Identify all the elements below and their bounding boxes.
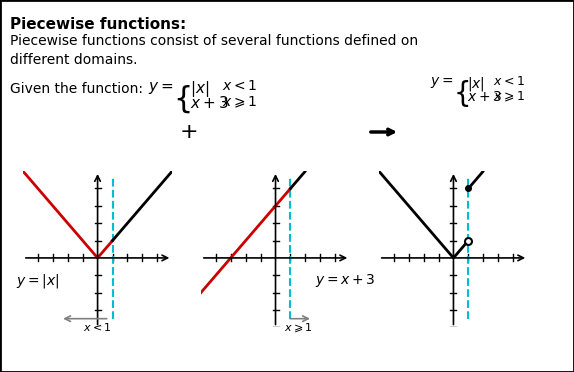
Text: $x < 1$: $x < 1$ <box>493 75 525 88</box>
Text: $y = |x|$: $y = |x|$ <box>16 272 60 290</box>
Text: $\{$: $\{$ <box>453 78 469 109</box>
Text: $x \geqslant 1$: $x \geqslant 1$ <box>284 321 312 334</box>
Text: $x + 3$: $x + 3$ <box>467 90 502 104</box>
Text: Piecewise functions:: Piecewise functions: <box>10 17 186 32</box>
Text: Given the function:: Given the function: <box>10 82 143 96</box>
Text: $y = x + 3$: $y = x + 3$ <box>315 272 375 289</box>
Text: $+$: $+$ <box>179 122 197 142</box>
Text: $|x|$: $|x|$ <box>190 79 210 99</box>
Text: $x + 3$: $x + 3$ <box>190 95 228 111</box>
Text: $\{$: $\{$ <box>173 83 191 115</box>
Text: $x \geqslant 1$: $x \geqslant 1$ <box>493 90 525 104</box>
Text: $x < 1$: $x < 1$ <box>222 79 257 93</box>
Text: $y =$: $y =$ <box>148 80 173 96</box>
Text: $|x|$: $|x|$ <box>467 75 485 93</box>
Text: Piecewise functions consist of several functions defined on
different domains.: Piecewise functions consist of several f… <box>10 34 418 67</box>
Text: $y =$: $y =$ <box>430 75 453 90</box>
Text: $x \geqslant 1$: $x \geqslant 1$ <box>222 95 257 110</box>
Text: $x < 1$: $x < 1$ <box>83 321 112 333</box>
